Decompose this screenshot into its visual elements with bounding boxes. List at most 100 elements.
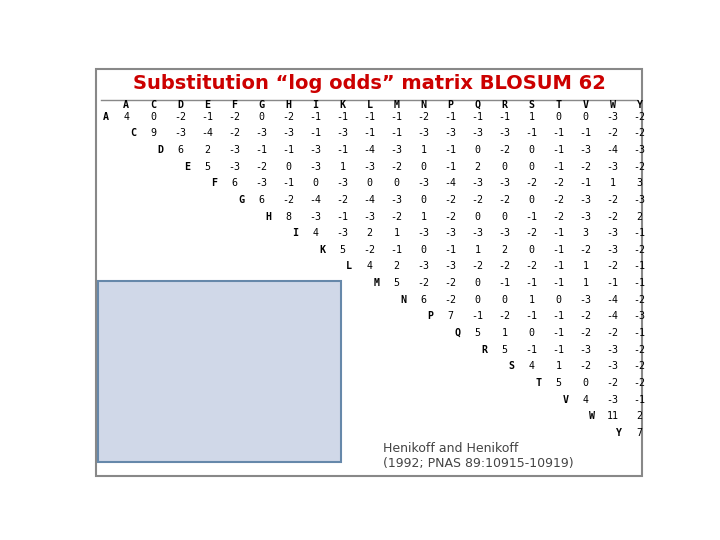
Text: -2: -2 xyxy=(634,295,646,305)
Text: 2: 2 xyxy=(474,161,480,172)
Text: -3: -3 xyxy=(282,129,294,138)
Text: -3: -3 xyxy=(418,129,429,138)
Text: 1: 1 xyxy=(420,145,426,155)
Text: D: D xyxy=(157,145,163,155)
Text: -2: -2 xyxy=(228,129,240,138)
Text: -1: -1 xyxy=(444,245,456,255)
Text: 1: 1 xyxy=(582,261,588,272)
Text: -1: -1 xyxy=(498,278,510,288)
Text: -2: -2 xyxy=(580,361,592,372)
Text: R: R xyxy=(481,345,487,355)
Text: 3: 3 xyxy=(636,178,643,188)
Text: 1: 1 xyxy=(528,295,534,305)
Text: -1: -1 xyxy=(526,312,538,321)
Text: -2: -2 xyxy=(256,161,267,172)
Text: -3: -3 xyxy=(310,145,321,155)
Text: -1: -1 xyxy=(552,245,564,255)
Text: -3: -3 xyxy=(498,178,510,188)
Text: -1: -1 xyxy=(634,261,646,272)
Text: M: M xyxy=(373,278,379,288)
Text: 0: 0 xyxy=(502,212,508,221)
Text: -3: -3 xyxy=(634,195,646,205)
Bar xyxy=(99,281,341,462)
Text: H: H xyxy=(265,212,271,221)
Text: -1: -1 xyxy=(364,112,375,122)
Text: 0: 0 xyxy=(582,112,588,122)
Text: 0: 0 xyxy=(258,112,264,122)
Text: -4: -4 xyxy=(607,295,618,305)
Text: 0: 0 xyxy=(528,145,534,155)
Text: -3: -3 xyxy=(310,161,321,172)
Text: T: T xyxy=(535,378,541,388)
Text: -1: -1 xyxy=(552,129,564,138)
Text: -1: -1 xyxy=(526,345,538,355)
Text: 0: 0 xyxy=(502,161,508,172)
Text: 6: 6 xyxy=(231,178,238,188)
Text: K: K xyxy=(319,245,325,255)
Text: 1: 1 xyxy=(582,278,588,288)
Text: j-k pair of residues: j-k pair of residues xyxy=(138,411,274,426)
Text: -2: -2 xyxy=(634,345,646,355)
Text: -1: -1 xyxy=(256,145,267,155)
Text: -2: -2 xyxy=(634,361,646,372)
Text: -1: -1 xyxy=(202,112,213,122)
Text: I: I xyxy=(292,228,298,238)
Text: 0: 0 xyxy=(528,195,534,205)
Text: -4: -4 xyxy=(607,145,618,155)
Text: -1: -1 xyxy=(552,312,564,321)
Text: -2: -2 xyxy=(498,261,510,272)
Text: 1: 1 xyxy=(339,161,346,172)
Text: -1: -1 xyxy=(390,245,402,255)
Text: -3: -3 xyxy=(498,129,510,138)
Text: 0: 0 xyxy=(420,245,426,255)
Text: 4: 4 xyxy=(582,395,588,404)
Text: $s_{jk}$ = 2 log$_2$($q_{jk}$/$e_{jk}$): $s_{jk}$ = 2 log$_2$($q_{jk}$/$e_{jk}$) xyxy=(107,289,242,310)
Text: -1: -1 xyxy=(580,178,592,188)
Text: -3: -3 xyxy=(607,395,618,404)
Text: S: S xyxy=(508,361,514,372)
Text: -1: -1 xyxy=(472,312,484,321)
Text: 1: 1 xyxy=(610,178,616,188)
Text: -2: -2 xyxy=(498,312,510,321)
Text: -3: -3 xyxy=(580,212,592,221)
Text: -4: -4 xyxy=(202,129,213,138)
Text: seen together: seen together xyxy=(138,363,240,379)
Text: 0: 0 xyxy=(285,161,292,172)
Text: -3: -3 xyxy=(390,145,402,155)
Text: -2: -2 xyxy=(444,278,456,288)
Text: -2: -2 xyxy=(634,161,646,172)
Text: G: G xyxy=(258,100,264,110)
Text: -4: -4 xyxy=(310,195,321,205)
Text: -1: -1 xyxy=(634,278,646,288)
Text: -3: -3 xyxy=(336,129,348,138)
Text: -3: -3 xyxy=(174,129,186,138)
Text: -2: -2 xyxy=(282,195,294,205)
Text: 6: 6 xyxy=(177,145,184,155)
Text: 5: 5 xyxy=(556,378,562,388)
Text: -2: -2 xyxy=(526,228,538,238)
Text: -1: -1 xyxy=(552,228,564,238)
Text: -2: -2 xyxy=(390,161,402,172)
Text: -1: -1 xyxy=(552,345,564,355)
Text: -3: -3 xyxy=(364,161,375,172)
Text: -3: -3 xyxy=(472,228,484,238)
Text: -1: -1 xyxy=(444,161,456,172)
Text: 4: 4 xyxy=(312,228,318,238)
Text: 7: 7 xyxy=(636,428,643,438)
Text: 5: 5 xyxy=(393,278,400,288)
Text: 0: 0 xyxy=(150,112,156,122)
Text: -2: -2 xyxy=(552,195,564,205)
Text: Q: Q xyxy=(454,328,460,338)
Text: 0: 0 xyxy=(420,161,426,172)
Text: -2: -2 xyxy=(607,195,618,205)
Text: W: W xyxy=(610,100,616,110)
Text: F: F xyxy=(231,100,238,110)
Text: -1: -1 xyxy=(444,145,456,155)
Text: 1: 1 xyxy=(502,328,508,338)
Text: 2: 2 xyxy=(204,145,210,155)
Text: -1: -1 xyxy=(634,395,646,404)
Text: -2: -2 xyxy=(634,245,646,255)
Text: C: C xyxy=(130,129,136,138)
Text: -3: -3 xyxy=(580,345,592,355)
Text: -1: -1 xyxy=(282,145,294,155)
